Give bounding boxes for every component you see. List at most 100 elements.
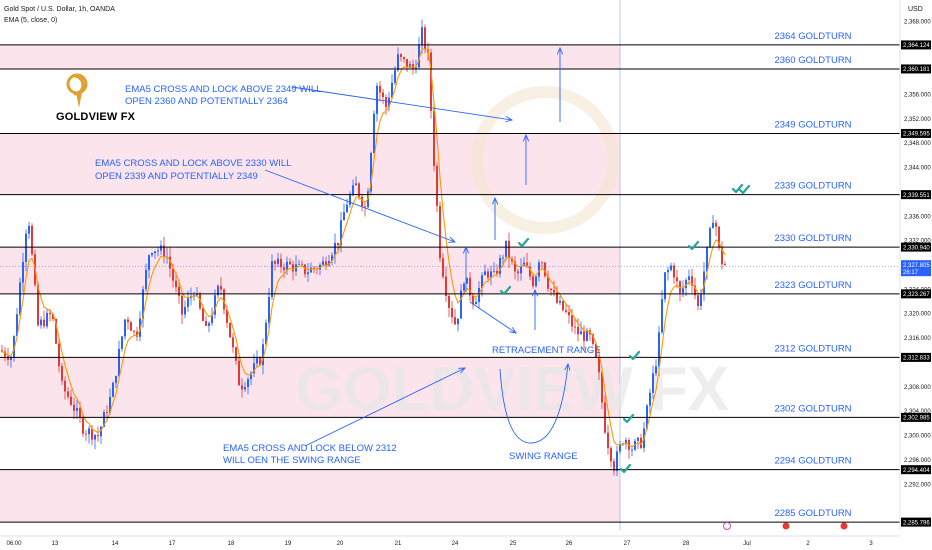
candle-body xyxy=(601,372,603,403)
y-tick-9: 2,336.000 xyxy=(904,214,931,220)
candle-body xyxy=(148,255,150,270)
candle-body xyxy=(82,417,84,434)
candle-body xyxy=(439,205,441,259)
candle-body xyxy=(394,70,396,83)
candle-body xyxy=(322,261,324,265)
candle-body xyxy=(625,439,627,444)
candle-body xyxy=(517,271,519,274)
candle-body xyxy=(43,319,45,327)
candle-body xyxy=(28,225,30,234)
us-flag-icon xyxy=(782,522,790,530)
candle-body xyxy=(115,375,117,383)
x-tick-9: 25 xyxy=(510,541,517,547)
candle-body xyxy=(598,356,600,373)
candle-body xyxy=(616,451,618,472)
check-2 xyxy=(499,285,512,296)
candle-body xyxy=(112,382,114,397)
watermark-logo-ring xyxy=(471,86,619,234)
x-tick-3: 17 xyxy=(169,541,176,547)
candle-body xyxy=(268,296,270,323)
ema5-line xyxy=(1,48,726,448)
candle-body xyxy=(400,54,402,58)
candle-body xyxy=(229,322,231,338)
candle-body xyxy=(127,319,129,323)
level-label-3: 2339 GOLDTURN xyxy=(774,181,851,192)
arrow-2312-to-swing xyxy=(304,368,465,447)
candle-body xyxy=(52,314,54,319)
candle-body xyxy=(109,396,111,413)
candle-body xyxy=(232,337,234,348)
candle-body xyxy=(187,298,189,307)
candle-body xyxy=(415,67,417,70)
candle-body xyxy=(619,444,621,452)
level-tag-bg-1 xyxy=(901,64,931,74)
candle-body xyxy=(241,385,243,390)
x-tick-1: 13 xyxy=(52,541,59,547)
level-label-4: 2330 GOLDTURN xyxy=(774,233,851,244)
candle-body xyxy=(661,299,663,333)
candle-body xyxy=(610,448,612,462)
candle-body xyxy=(217,285,219,296)
candle-body xyxy=(58,343,60,367)
candle-body xyxy=(382,92,384,97)
candle-body xyxy=(253,363,255,374)
candle-body xyxy=(715,222,717,227)
candle-body xyxy=(169,256,171,269)
candle-body xyxy=(712,222,714,229)
candle-body xyxy=(172,268,174,281)
arrow-2330-to-target xyxy=(264,169,455,242)
candle-body xyxy=(706,247,708,272)
candle-body xyxy=(91,428,93,440)
ema-line xyxy=(1,48,726,448)
candle-body xyxy=(151,253,153,256)
current-price-tag: 2,327.805 xyxy=(903,263,930,269)
y-tick-7: 2,324.000 xyxy=(904,287,931,293)
y-tick-13: 2,356.000 xyxy=(904,92,931,98)
candle-body xyxy=(637,437,639,441)
y-tick-10: 2,344.000 xyxy=(904,166,931,172)
arrow-down-retrace xyxy=(469,301,516,333)
candle-body xyxy=(562,300,564,311)
x-tick-8: 24 xyxy=(452,541,459,547)
candle-body xyxy=(721,247,723,265)
candle-body xyxy=(391,82,393,98)
candle-body xyxy=(121,336,123,349)
candle-body xyxy=(262,344,264,365)
annotation-swing-range: SWING RANGE xyxy=(509,451,578,462)
level-tag-bg-3 xyxy=(901,190,931,200)
candle-body xyxy=(565,310,567,312)
brand-logo-text: GOLDVIEW FX xyxy=(56,111,136,123)
symbol-title: Gold Spot / U.S. Dollar, 1h, OANDA xyxy=(4,6,115,13)
y-tick-0: 2,292.000 xyxy=(904,482,931,488)
candle-body xyxy=(277,258,279,264)
candle-body xyxy=(544,262,546,277)
candle-body xyxy=(181,295,183,315)
candle-body xyxy=(334,242,336,256)
x-tick-4: 18 xyxy=(228,541,235,547)
candle-body xyxy=(505,240,507,258)
x-tick-15: 3 xyxy=(869,541,873,547)
annotation-ema-2312-line2: WILL OEN THE SWING RANGE xyxy=(223,455,361,466)
level-tag-4: 2,330.940 xyxy=(903,245,930,251)
candle-body xyxy=(235,347,237,361)
candle-body xyxy=(724,264,726,266)
candle-body xyxy=(154,251,156,254)
candle-body xyxy=(25,233,27,262)
check-4 xyxy=(622,413,635,424)
candle-body xyxy=(457,318,459,325)
candle-body xyxy=(55,318,57,344)
candle-body xyxy=(682,288,684,293)
swing-range-curve xyxy=(499,364,568,444)
candle-body xyxy=(196,293,198,296)
candle-body xyxy=(541,262,543,264)
candle-body xyxy=(688,276,690,280)
candle-body xyxy=(658,332,660,367)
candle-body xyxy=(136,331,138,337)
currency-label: USD xyxy=(908,6,923,13)
checkmarks xyxy=(499,183,751,474)
candle-body xyxy=(301,263,303,265)
candle-body xyxy=(652,373,654,393)
level-label-1: 2360 GOLDTURN xyxy=(774,55,851,66)
candle-body xyxy=(94,435,96,440)
candle-body xyxy=(160,245,162,251)
